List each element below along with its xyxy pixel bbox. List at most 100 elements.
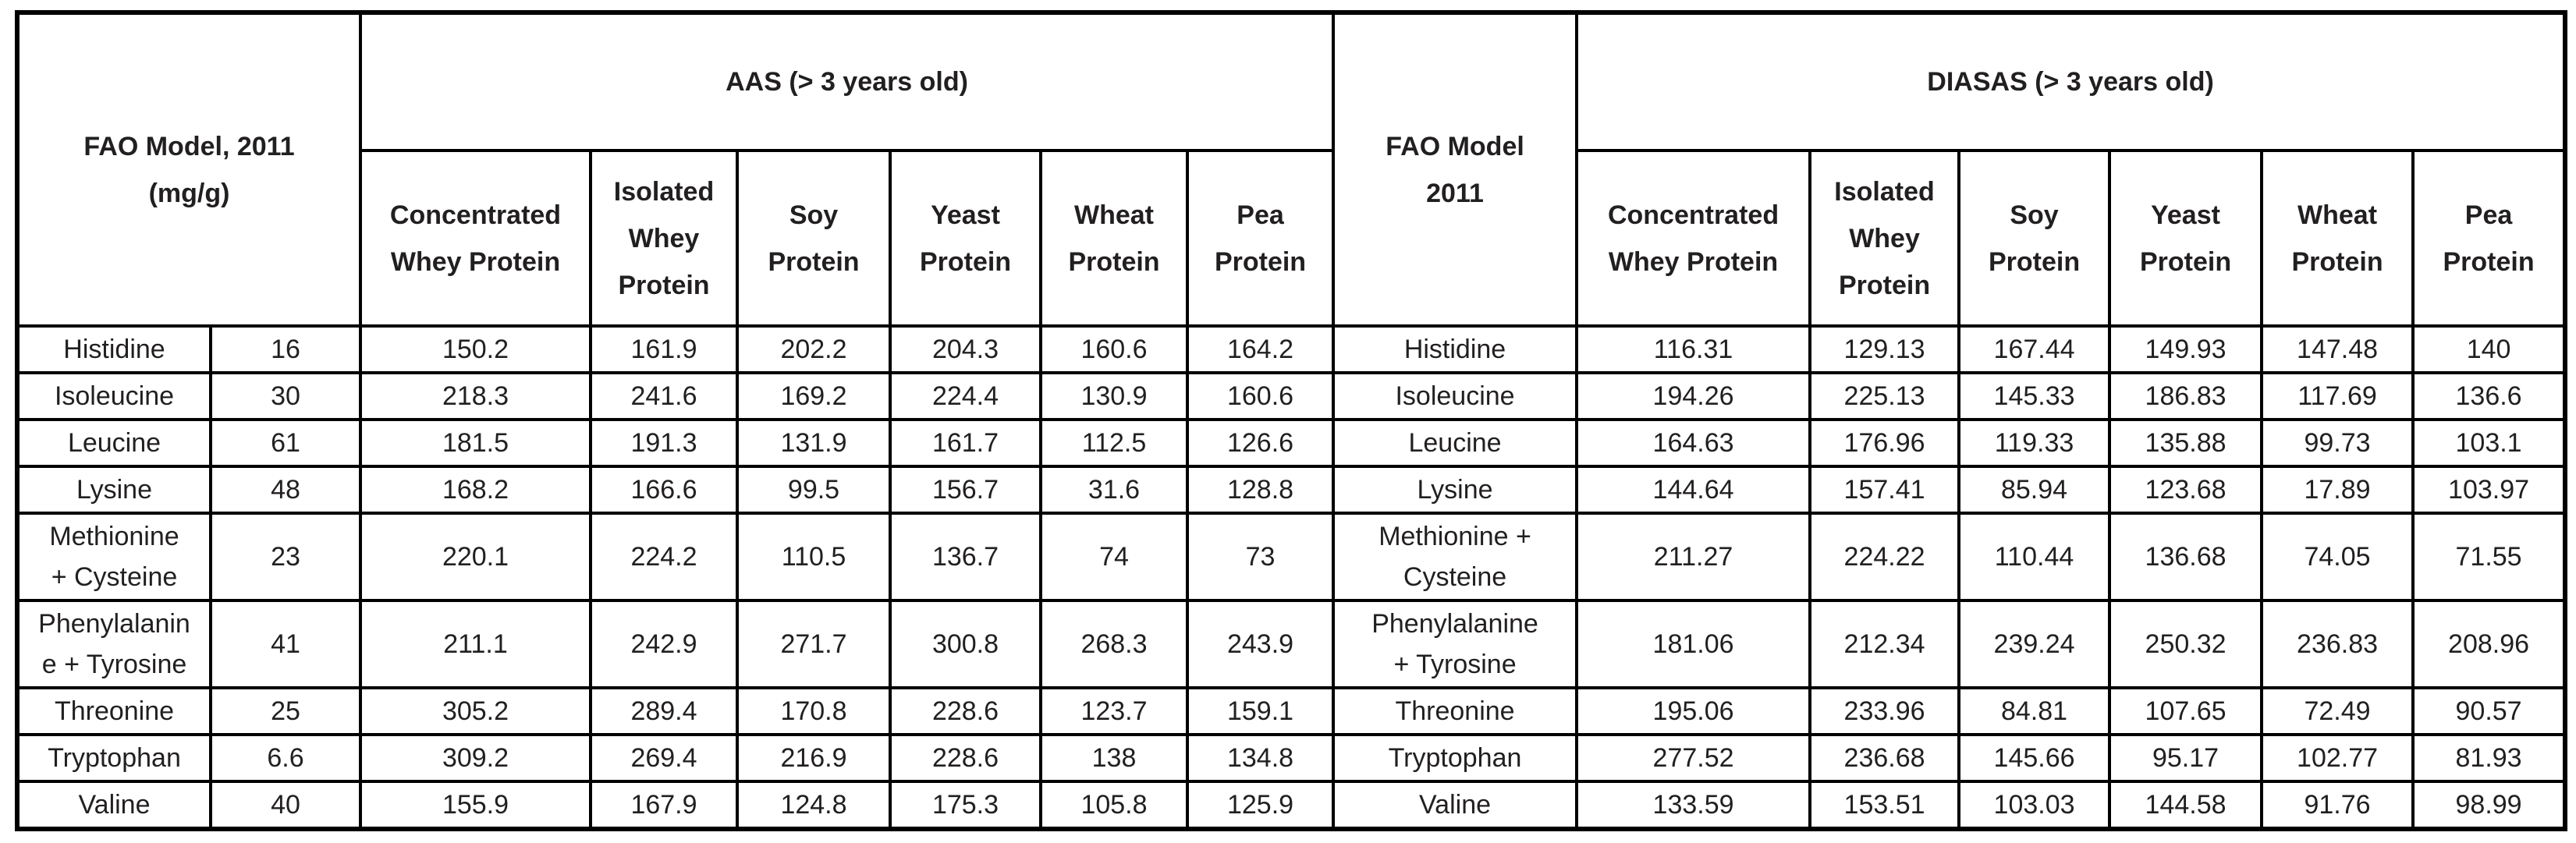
aas-value-wheat: 268.3 (1039, 599, 1189, 689)
aas-value-pea: 160.6 (1185, 371, 1336, 421)
aas-value-pea: 134.8 (1185, 733, 1336, 783)
aas-value-isolated-whey: 242.9 (589, 599, 739, 689)
diasas-value-concentrated-whey: 195.06 (1575, 686, 1812, 736)
aas-value-yeast: 204.3 (889, 324, 1042, 374)
aas-value-pea: 73 (1185, 512, 1336, 602)
aas-value-concentrated-whey: 305.2 (359, 686, 592, 736)
fao-reference-value: 40 (209, 780, 362, 831)
aas-value-yeast: 300.8 (889, 599, 1042, 689)
aas-value-concentrated-whey: 218.3 (359, 371, 592, 421)
diasas-value-yeast: 149.93 (2108, 324, 2264, 374)
diasas-value-soy: 84.81 (1957, 686, 2112, 736)
aas-value-concentrated-whey: 211.1 (359, 599, 592, 689)
diasas-value-wheat: 99.73 (2260, 418, 2415, 468)
diasas-value-pea: 103.97 (2411, 465, 2567, 515)
diasas-value-pea: 81.93 (2411, 733, 2567, 783)
aas-value-pea: 243.9 (1185, 599, 1336, 689)
aas-value-soy: 170.8 (736, 686, 892, 736)
aas-value-soy: 216.9 (736, 733, 892, 783)
aas-value-wheat: 31.6 (1039, 465, 1189, 515)
diasas-value-soy: 103.03 (1957, 780, 2112, 831)
aas-value-yeast: 228.6 (889, 733, 1042, 783)
diasas-value-isolated-whey: 225.13 (1808, 371, 1961, 421)
aas-value-soy: 99.5 (736, 465, 892, 515)
diasas-value-yeast: 136.68 (2108, 512, 2264, 602)
diasas-value-soy: 110.44 (1957, 512, 2112, 602)
diasas-value-concentrated-whey: 277.52 (1575, 733, 1812, 783)
diasas-col-header-concentrated-whey: Concentrated Whey Protein (1575, 149, 1812, 328)
fao-reference-value: 23 (209, 512, 362, 602)
diasas-value-soy: 145.33 (1957, 371, 2112, 421)
aas-value-wheat: 74 (1039, 512, 1189, 602)
amino-acid-name-right: Threonine (1332, 686, 1579, 736)
diasas-value-isolated-whey: 129.13 (1808, 324, 1961, 374)
amino-acid-name-right: Leucine (1332, 418, 1579, 468)
diasas-col-header-isolated-whey: Isolated Whey Protein (1808, 149, 1961, 328)
table-row: Valine 40 155.9 167.9 124.8 175.3 105.8 … (16, 780, 2567, 831)
aas-value-concentrated-whey: 150.2 (359, 324, 592, 374)
fao-model-mid-header: FAO Model 2011 (1332, 11, 1579, 328)
fao-reference-value: 48 (209, 465, 362, 515)
aas-value-wheat: 138 (1039, 733, 1189, 783)
aas-value-yeast: 175.3 (889, 780, 1042, 831)
amino-acid-name: Leucine (16, 418, 212, 468)
diasas-value-wheat: 117.69 (2260, 371, 2415, 421)
aas-value-yeast: 228.6 (889, 686, 1042, 736)
diasas-value-concentrated-whey: 211.27 (1575, 512, 1812, 602)
diasas-value-concentrated-whey: 144.64 (1575, 465, 1812, 515)
aas-col-header-isolated-whey: Isolated Whey Protein (589, 149, 739, 328)
diasas-value-pea: 140 (2411, 324, 2567, 374)
diasas-value-wheat: 72.49 (2260, 686, 2415, 736)
diasas-value-wheat: 74.05 (2260, 512, 2415, 602)
fao-reference-value: 6.6 (209, 733, 362, 783)
diasas-value-pea: 208.96 (2411, 599, 2567, 689)
aas-value-wheat: 130.9 (1039, 371, 1189, 421)
diasas-value-wheat: 147.48 (2260, 324, 2415, 374)
aas-value-isolated-whey: 289.4 (589, 686, 739, 736)
fao-reference-value: 41 (209, 599, 362, 689)
diasas-value-yeast: 250.32 (2108, 599, 2264, 689)
table-row: Leucine 61 181.5 191.3 131.9 161.7 112.5… (16, 418, 2567, 468)
diasas-value-pea: 71.55 (2411, 512, 2567, 602)
aas-value-soy: 131.9 (736, 418, 892, 468)
diasas-col-header-pea: Pea Protein (2411, 149, 2567, 328)
amino-acid-name: Histidine (16, 324, 212, 374)
amino-acid-score-table: FAO Model, 2011 (mg/g) AAS (> 3 years ol… (15, 10, 2568, 831)
diasas-value-yeast: 135.88 (2108, 418, 2264, 468)
diasas-value-isolated-whey: 157.41 (1808, 465, 1961, 515)
diasas-col-header-soy: Soy Protein (1957, 149, 2112, 328)
amino-acid-name-right: Isoleucine (1332, 371, 1579, 421)
amino-acid-name-right: Methionine + Cysteine (1332, 512, 1579, 602)
aas-value-isolated-whey: 191.3 (589, 418, 739, 468)
aas-value-concentrated-whey: 168.2 (359, 465, 592, 515)
diasas-value-pea: 103.1 (2411, 418, 2567, 468)
diasas-value-isolated-whey: 236.68 (1808, 733, 1961, 783)
aas-value-wheat: 123.7 (1039, 686, 1189, 736)
diasas-value-isolated-whey: 212.34 (1808, 599, 1961, 689)
diasas-value-concentrated-whey: 194.26 (1575, 371, 1812, 421)
amino-acid-name-right: Valine (1332, 780, 1579, 831)
table-row: Histidine 16 150.2 161.9 202.2 204.3 160… (16, 324, 2567, 374)
diasas-value-soy: 85.94 (1957, 465, 2112, 515)
amino-acid-name-right: Tryptophan (1332, 733, 1579, 783)
amino-acid-name: Phenylalanin e + Tyrosine (16, 599, 212, 689)
diasas-value-soy: 145.66 (1957, 733, 2112, 783)
aas-value-yeast: 161.7 (889, 418, 1042, 468)
diasas-value-concentrated-whey: 133.59 (1575, 780, 1812, 831)
aas-section-title: AAS (> 3 years old) (358, 11, 1336, 152)
diasas-value-isolated-whey: 153.51 (1808, 780, 1961, 831)
aas-value-soy: 202.2 (736, 324, 892, 374)
diasas-value-isolated-whey: 176.96 (1808, 418, 1961, 468)
aas-value-yeast: 136.7 (889, 512, 1042, 602)
table-row: Methionine + Cysteine 23 220.1 224.2 110… (16, 512, 2567, 602)
table-row: Lysine 48 168.2 166.6 99.5 156.7 31.6 12… (16, 465, 2567, 515)
diasas-value-yeast: 107.65 (2108, 686, 2264, 736)
aas-value-concentrated-whey: 220.1 (359, 512, 592, 602)
aas-value-isolated-whey: 241.6 (589, 371, 739, 421)
fao-model-left-header: FAO Model, 2011 (mg/g) (16, 11, 362, 328)
aas-value-soy: 110.5 (736, 512, 892, 602)
diasas-value-yeast: 95.17 (2108, 733, 2264, 783)
diasas-value-yeast: 123.68 (2108, 465, 2264, 515)
amino-acid-name: Lysine (16, 465, 212, 515)
